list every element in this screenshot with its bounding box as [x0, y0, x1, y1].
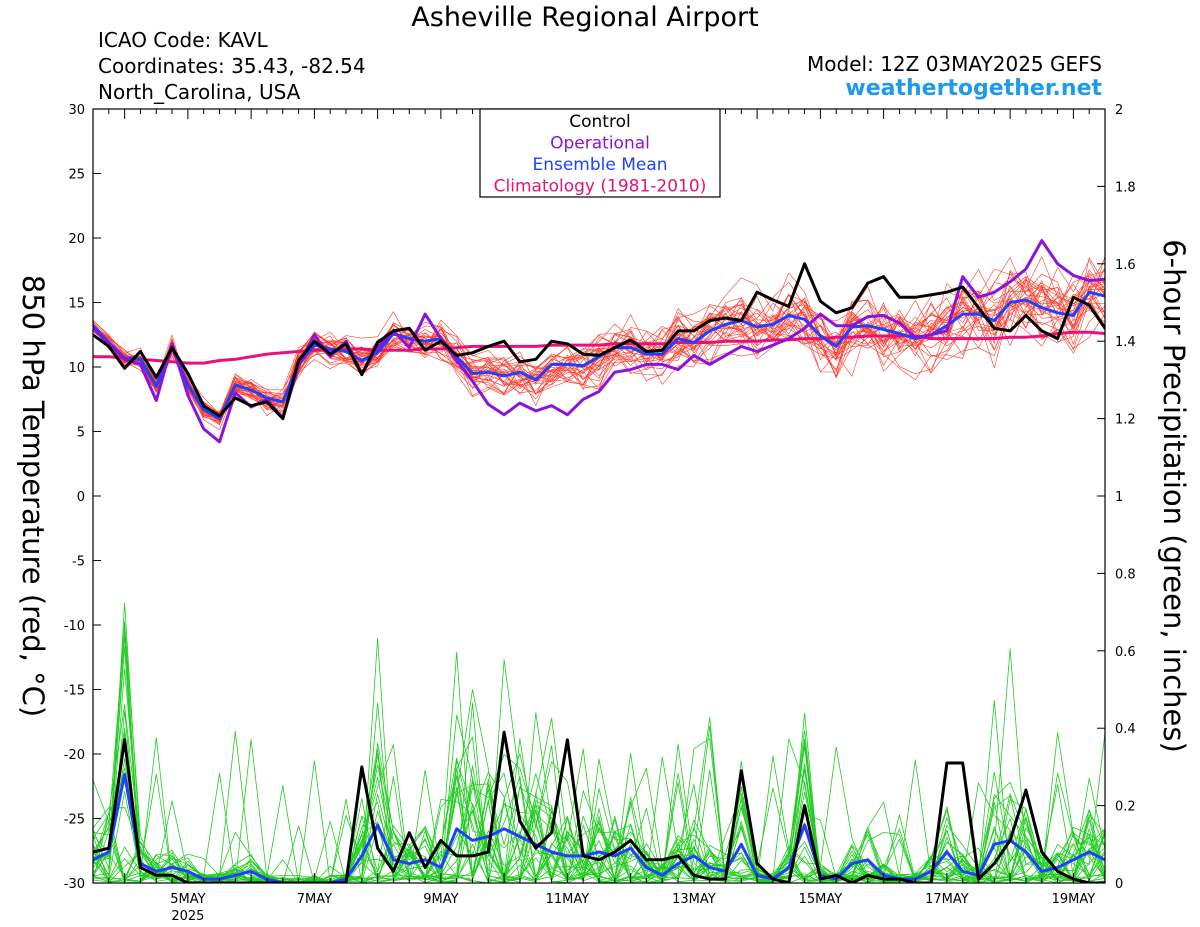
x-tick-label: 15MAY: [799, 892, 843, 907]
model-info: Model: 12Z 03MAY2025 GEFS: [807, 52, 1102, 76]
x-tick-label: 13MAY: [672, 892, 716, 907]
temp-member-line: [93, 292, 1105, 418]
y-right-tick-label: 1.6: [1115, 258, 1136, 273]
x-tick-label: 5MAY: [170, 892, 205, 907]
y-left-tick-label: -30: [64, 877, 85, 892]
y-right-tick-label: 0: [1115, 877, 1123, 892]
chart-title: Asheville Regional Airport: [411, 2, 759, 33]
y-left-tick-label: 25: [68, 168, 85, 183]
x-tick-label: 11MAY: [546, 892, 590, 907]
precip-member-line: [93, 637, 1105, 883]
y-left-tick-label: 10: [68, 361, 85, 376]
legend-entry: Operational: [550, 134, 650, 154]
y-right-tick-label: 0.4: [1115, 722, 1136, 737]
site-link[interactable]: weathertogether.net: [845, 76, 1102, 101]
main-series: [93, 239, 1105, 883]
axes: 302520151050-5-10-15-20-25-3021.81.61.41…: [64, 103, 1136, 924]
legend-box: [479, 108, 721, 198]
x-tick-label: 9MAY: [423, 892, 458, 907]
y-left-tick-label: 15: [68, 297, 85, 312]
y-left-tick-label: -15: [64, 684, 85, 699]
x-tick-sublabel: 2025: [171, 909, 204, 924]
y-left-tick-label: 30: [68, 103, 85, 118]
y-left-tick-label: -10: [64, 619, 85, 634]
temp-member-line: [93, 305, 1105, 415]
icao-code: ICAO Code: KAVL: [98, 28, 268, 52]
temp-member-line: [93, 276, 1105, 416]
x-tick-label: 7MAY: [297, 892, 332, 907]
y-left-tick-label: -25: [64, 813, 85, 828]
legend-entry: Control: [569, 112, 630, 132]
y-right-tick-label: 1: [1115, 490, 1123, 505]
y-right-tick-label: 2: [1115, 103, 1123, 118]
y-left-tick-label: 5: [77, 426, 85, 441]
y-right-tick-label: 0.2: [1115, 800, 1136, 815]
precip-member-line: [93, 602, 1105, 883]
y-right-tick-label: 0.8: [1115, 567, 1136, 582]
x-tick-label: 17MAY: [925, 892, 969, 907]
plot-frame: [92, 108, 1106, 884]
precip-ensemble-members: [93, 602, 1105, 883]
y-left-tick-label: -20: [64, 748, 85, 763]
temp-member-line: [93, 267, 1105, 421]
climatology-line: [93, 330, 1105, 365]
y-left-tick-label: 20: [68, 232, 85, 247]
temp-operational-line: [93, 239, 1105, 444]
temp-control-line: [93, 262, 1105, 421]
y-right-tick-label: 0.6: [1115, 645, 1136, 660]
legend-entry: Climatology (1981-2010): [494, 177, 707, 197]
temp-member-line: [93, 277, 1105, 425]
coordinates: Coordinates: 35.43, -82.54: [98, 54, 366, 78]
y-right-tick-label: 1.8: [1115, 180, 1136, 195]
temp-member-line: [93, 287, 1105, 423]
y-right-tick-label: 1.4: [1115, 335, 1136, 350]
temp-member-line: [93, 255, 1105, 414]
x-tick-label: 19MAY: [1052, 892, 1096, 907]
temp-member-line: [93, 285, 1105, 422]
legend-entry: Ensemble Mean: [532, 155, 667, 175]
temp-member-line: [93, 259, 1105, 421]
precip-control-line: [93, 730, 1105, 883]
temp-member-line: [93, 267, 1105, 418]
precip-member-line: [93, 635, 1105, 883]
y-left-tick-label: 0: [77, 490, 85, 505]
y-right-tick-label: 1.2: [1115, 413, 1136, 428]
region: North_Carolina, USA: [98, 80, 301, 104]
y-left-tick-label: -5: [72, 555, 85, 570]
